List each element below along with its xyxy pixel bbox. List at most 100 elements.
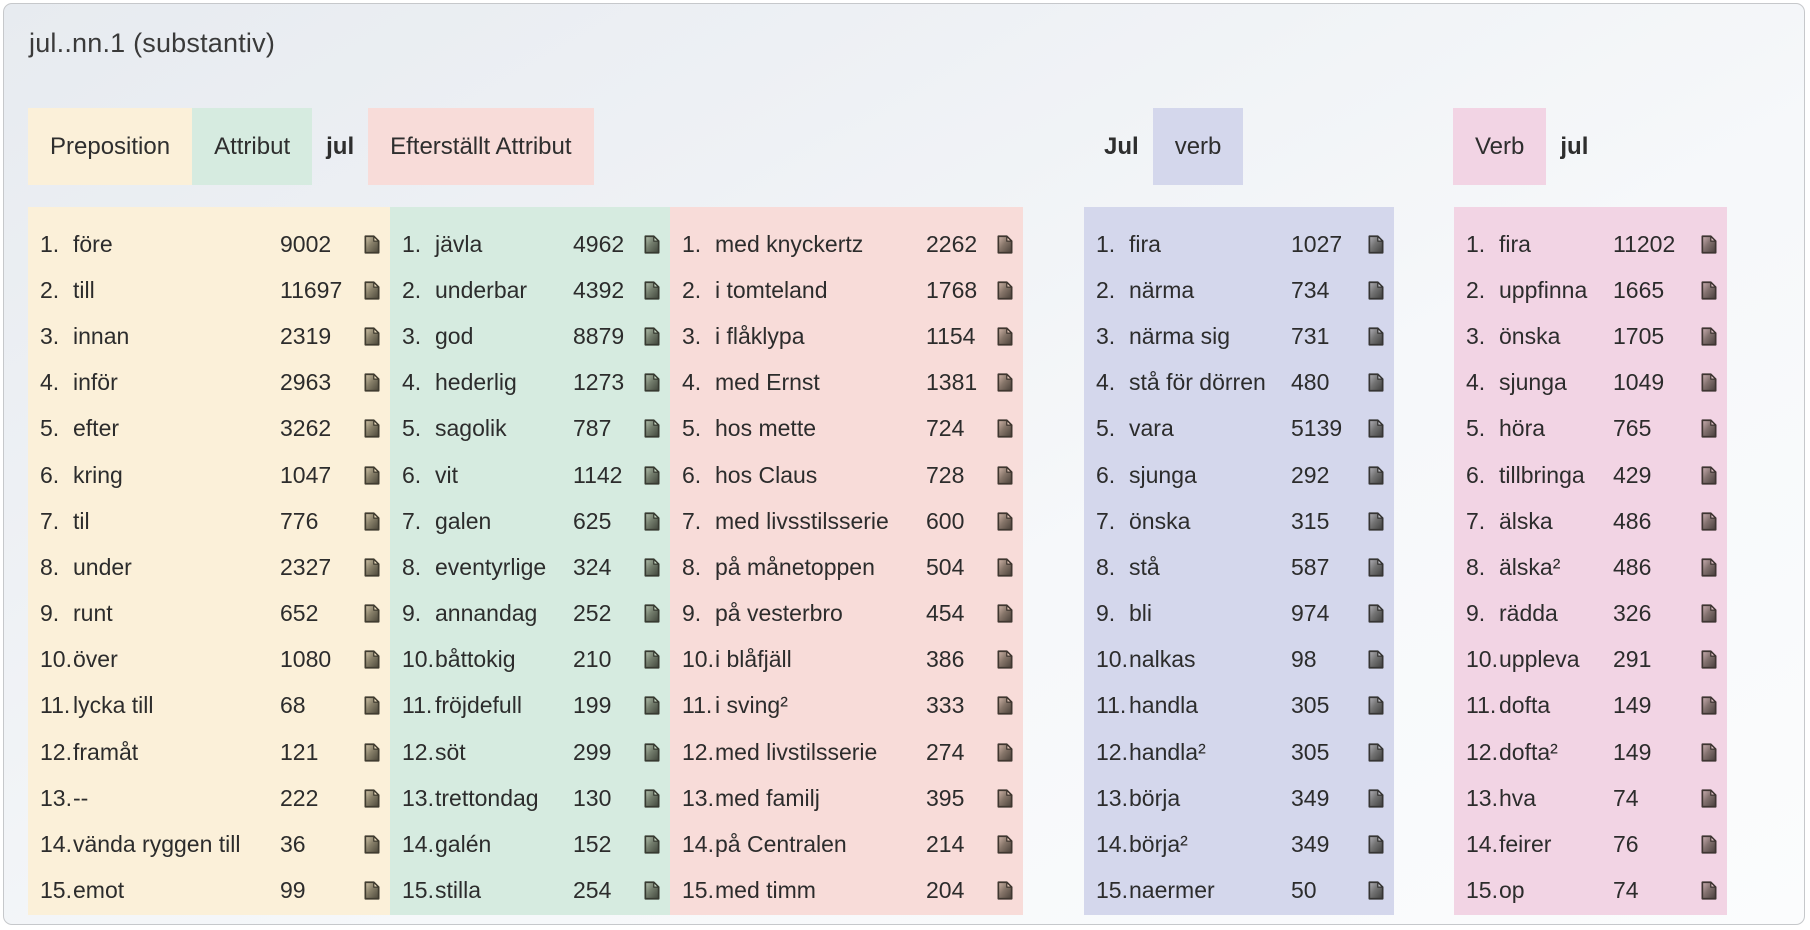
- collocate-row[interactable]: 6. sjunga 292: [1096, 452, 1384, 498]
- collocate-word[interactable]: framåt: [73, 738, 139, 765]
- collocate-row[interactable]: 14. på Centralen 214: [682, 821, 1013, 867]
- collocate-row[interactable]: 5. efter 3262: [40, 406, 380, 452]
- collocate-word[interactable]: närma sig: [1129, 322, 1230, 349]
- collocate-word[interactable]: dofta²: [1499, 738, 1558, 765]
- collocate-word[interactable]: bli: [1129, 600, 1153, 627]
- collocate-word[interactable]: emot: [73, 877, 125, 904]
- collocate-word[interactable]: innan: [73, 322, 130, 349]
- document-icon[interactable]: [1701, 419, 1717, 438]
- collocate-row[interactable]: 10. nalkas 98: [1096, 637, 1384, 683]
- collocate-row[interactable]: 3. innan 2319: [40, 313, 380, 359]
- collocate-row[interactable]: 11. lycka till 68: [40, 683, 380, 729]
- document-icon[interactable]: [997, 604, 1013, 623]
- collocate-word[interactable]: fira: [1499, 230, 1531, 257]
- collocate-row[interactable]: 2. närma 734: [1096, 267, 1384, 313]
- collocate-row[interactable]: 7. önska 315: [1096, 498, 1384, 544]
- collocate-word[interactable]: galen: [435, 507, 492, 534]
- document-icon[interactable]: [644, 604, 660, 623]
- collocate-row[interactable]: 3. önska 1705: [1466, 313, 1717, 359]
- collocate-word[interactable]: inför: [73, 369, 118, 396]
- collocate-row[interactable]: 13. -- 222: [40, 775, 380, 821]
- collocate-row[interactable]: 15. emot 99: [40, 868, 380, 914]
- document-icon[interactable]: [1368, 419, 1384, 438]
- collocate-row[interactable]: 8. eventyrlige 324: [402, 544, 660, 590]
- collocate-word[interactable]: under: [73, 553, 132, 580]
- collocate-word[interactable]: naermer: [1129, 877, 1215, 904]
- collocate-word[interactable]: i tomteland: [715, 276, 828, 303]
- document-icon[interactable]: [364, 789, 380, 808]
- collocate-word[interactable]: hos Claus: [715, 461, 818, 488]
- collocate-row[interactable]: 4. med Ernst 1381: [682, 360, 1013, 406]
- document-icon[interactable]: [1701, 743, 1717, 762]
- document-icon[interactable]: [1368, 650, 1384, 669]
- collocate-row[interactable]: 2. underbar 4392: [402, 267, 660, 313]
- document-icon[interactable]: [997, 327, 1013, 346]
- collocate-row[interactable]: 12. söt 299: [402, 729, 660, 775]
- collocate-word[interactable]: runt: [73, 600, 113, 627]
- collocate-row[interactable]: 2. uppfinna 1665: [1466, 267, 1717, 313]
- collocate-row[interactable]: 13. trettondag 130: [402, 775, 660, 821]
- document-icon[interactable]: [1701, 835, 1717, 854]
- collocate-word[interactable]: lycka till: [73, 692, 154, 719]
- collocate-word[interactable]: efter: [73, 415, 120, 442]
- collocate-row[interactable]: 7. til 776: [40, 498, 380, 544]
- collocate-word[interactable]: god: [435, 322, 474, 349]
- collocate-row[interactable]: 3. i flåklypa 1154: [682, 313, 1013, 359]
- document-icon[interactable]: [1368, 281, 1384, 300]
- document-icon[interactable]: [644, 835, 660, 854]
- document-icon[interactable]: [1368, 235, 1384, 254]
- collocate-row[interactable]: 10. båttokig 210: [402, 637, 660, 683]
- document-icon[interactable]: [644, 512, 660, 531]
- collocate-word[interactable]: til: [73, 507, 90, 534]
- collocate-word[interactable]: eventyrlige: [435, 553, 547, 580]
- collocate-row[interactable]: 14. vända ryggen till 36: [40, 821, 380, 867]
- collocate-word[interactable]: galén: [435, 831, 492, 858]
- collocate-row[interactable]: 9. annandag 252: [402, 591, 660, 637]
- collocate-row[interactable]: 9. rädda 326: [1466, 591, 1717, 637]
- collocate-word[interactable]: till: [73, 276, 95, 303]
- collocate-row[interactable]: 15. op 74: [1466, 868, 1717, 914]
- document-icon[interactable]: [1701, 696, 1717, 716]
- collocate-row[interactable]: 8. på månetoppen 504: [682, 544, 1013, 590]
- collocate-word[interactable]: sjunga: [1499, 369, 1567, 396]
- collocate-word[interactable]: på månetoppen: [715, 553, 875, 580]
- document-icon[interactable]: [1701, 235, 1717, 254]
- collocate-row[interactable]: 6. hos Claus 728: [682, 452, 1013, 498]
- collocate-row[interactable]: 10. i blåfjäll 386: [682, 637, 1013, 683]
- collocate-word[interactable]: vit: [435, 461, 458, 488]
- document-icon[interactable]: [1701, 465, 1717, 485]
- collocate-word[interactable]: närma: [1129, 276, 1195, 303]
- collocate-row[interactable]: 15. stilla 254: [402, 868, 660, 914]
- document-icon[interactable]: [1701, 604, 1717, 623]
- document-icon[interactable]: [644, 650, 660, 669]
- collocate-row[interactable]: 8. älska² 486: [1466, 544, 1717, 590]
- collocate-word[interactable]: vända ryggen till: [73, 831, 241, 858]
- collocate-row[interactable]: 12. framåt 121: [40, 729, 380, 775]
- document-icon[interactable]: [1368, 604, 1384, 623]
- document-icon[interactable]: [364, 465, 380, 485]
- collocate-word[interactable]: hederlig: [435, 369, 517, 396]
- collocate-row[interactable]: 8. stå 587: [1096, 544, 1384, 590]
- collocate-word[interactable]: stå för dörren: [1129, 369, 1266, 396]
- document-icon[interactable]: [364, 835, 380, 854]
- collocate-word[interactable]: önska: [1129, 507, 1191, 534]
- collocate-row[interactable]: 9. bli 974: [1096, 591, 1384, 637]
- document-icon[interactable]: [997, 881, 1013, 900]
- collocate-row[interactable]: 10. över 1080: [40, 637, 380, 683]
- document-icon[interactable]: [1701, 789, 1717, 808]
- document-icon[interactable]: [1368, 512, 1384, 531]
- collocate-word[interactable]: op: [1499, 877, 1525, 904]
- collocate-row[interactable]: 7. galen 625: [402, 498, 660, 544]
- document-icon[interactable]: [1701, 373, 1717, 392]
- collocate-row[interactable]: 12. handla² 305: [1096, 729, 1384, 775]
- collocate-word[interactable]: sagolik: [435, 415, 507, 442]
- collocate-word[interactable]: med knyckertz: [715, 230, 864, 257]
- document-icon[interactable]: [997, 419, 1013, 438]
- collocate-row[interactable]: 13. hva 74: [1466, 775, 1717, 821]
- collocate-row[interactable]: 15. med timm 204: [682, 868, 1013, 914]
- collocate-word[interactable]: kring: [73, 461, 123, 488]
- document-icon[interactable]: [364, 327, 380, 346]
- collocate-word[interactable]: med Ernst: [715, 369, 820, 396]
- document-icon[interactable]: [997, 743, 1013, 762]
- collocate-word[interactable]: trettondag: [435, 784, 539, 811]
